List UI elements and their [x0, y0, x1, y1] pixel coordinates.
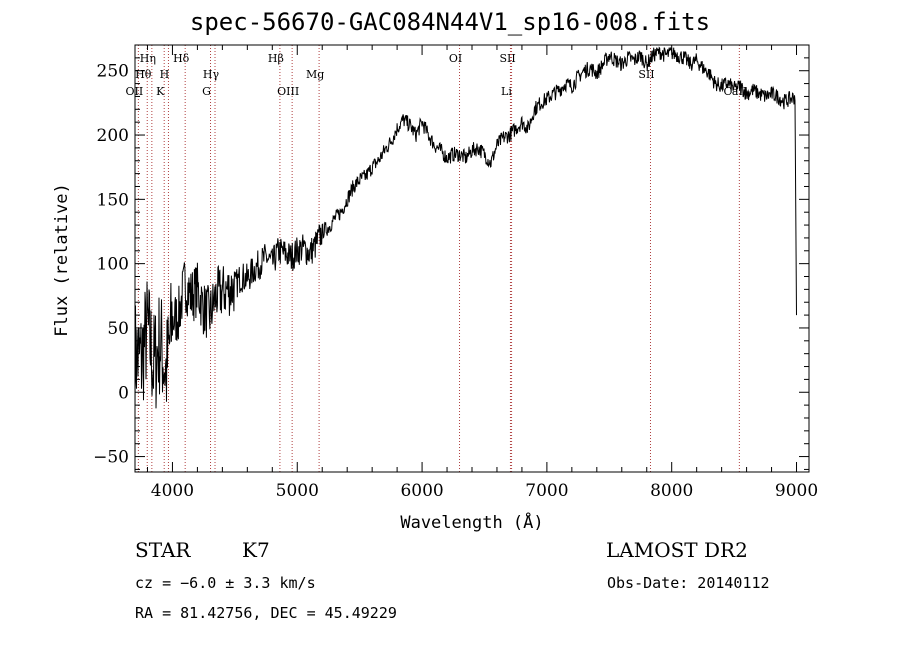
x-tick-label-4: 8000 [650, 481, 693, 501]
y-tick-label-2: 50 [107, 319, 129, 339]
spectral-line-label-6: G [202, 85, 211, 98]
x-tick-label-0: 4000 [151, 481, 194, 501]
spectrum-line [134, 46, 797, 412]
spectral-line-label-11: OI [449, 52, 462, 65]
y-tick-label-4: 150 [97, 190, 129, 210]
survey-name: LAMOST DR2 [606, 538, 748, 562]
y-tick-label-5: 200 [97, 126, 129, 146]
x-tick-label-1: 5000 [276, 481, 319, 501]
chart-title: spec-56670-GAC084N44V1_sp16-008.fits [189, 8, 711, 36]
y-tick-label-3: 100 [97, 255, 129, 275]
spectral-line-label-2: Hη [140, 52, 156, 65]
spectral-line-label-3: K [156, 85, 165, 98]
y-axis-title: Flux (relative) [52, 183, 72, 337]
spectral-line-label-7: Hγ [203, 68, 220, 81]
plot-frame [134, 44, 810, 473]
spectral-line-label-4: H [160, 68, 170, 81]
spectral-line-label-9: OIII [277, 85, 299, 98]
observation-date: Obs-Date: 20140112 [607, 574, 770, 592]
spectral-line-label-5: Hδ [173, 52, 190, 65]
chart-axes: 4000 5000 6000 7000 8000 9000 −50 0 50 100 150 200 2… [93, 44, 818, 501]
spectral-line-label-12: SII [499, 52, 515, 65]
spectral-line-label-1: Hθ [135, 68, 152, 81]
y-tick-label-0: −50 [93, 448, 129, 468]
x-tick-label-5: 9000 [775, 481, 818, 501]
x-tick-label-2: 6000 [400, 481, 443, 501]
y-tick-label-6: 250 [97, 62, 129, 82]
spectral-line-label-8: Hβ [268, 52, 284, 65]
redshift-velocity: cz = −6.0 ± 3.3 km/s [135, 574, 316, 592]
object-class: STAR [135, 538, 191, 562]
x-tick-label-3: 7000 [525, 481, 568, 501]
sky-coordinates: RA = 81.42756, DEC = 45.49229 [135, 604, 397, 622]
spectral-line-label-0: OII [126, 85, 144, 98]
spectral-line-label-10: Mg [306, 68, 324, 81]
spectral-line-label-14: SII [638, 68, 654, 81]
y-tick-label-1: 0 [118, 383, 129, 403]
x-axis-title: Wavelength (Å) [400, 511, 543, 533]
object-subclass: K7 [242, 538, 270, 562]
spectrum-series [134, 46, 797, 412]
spectral-line-label-13: Li [501, 85, 512, 98]
